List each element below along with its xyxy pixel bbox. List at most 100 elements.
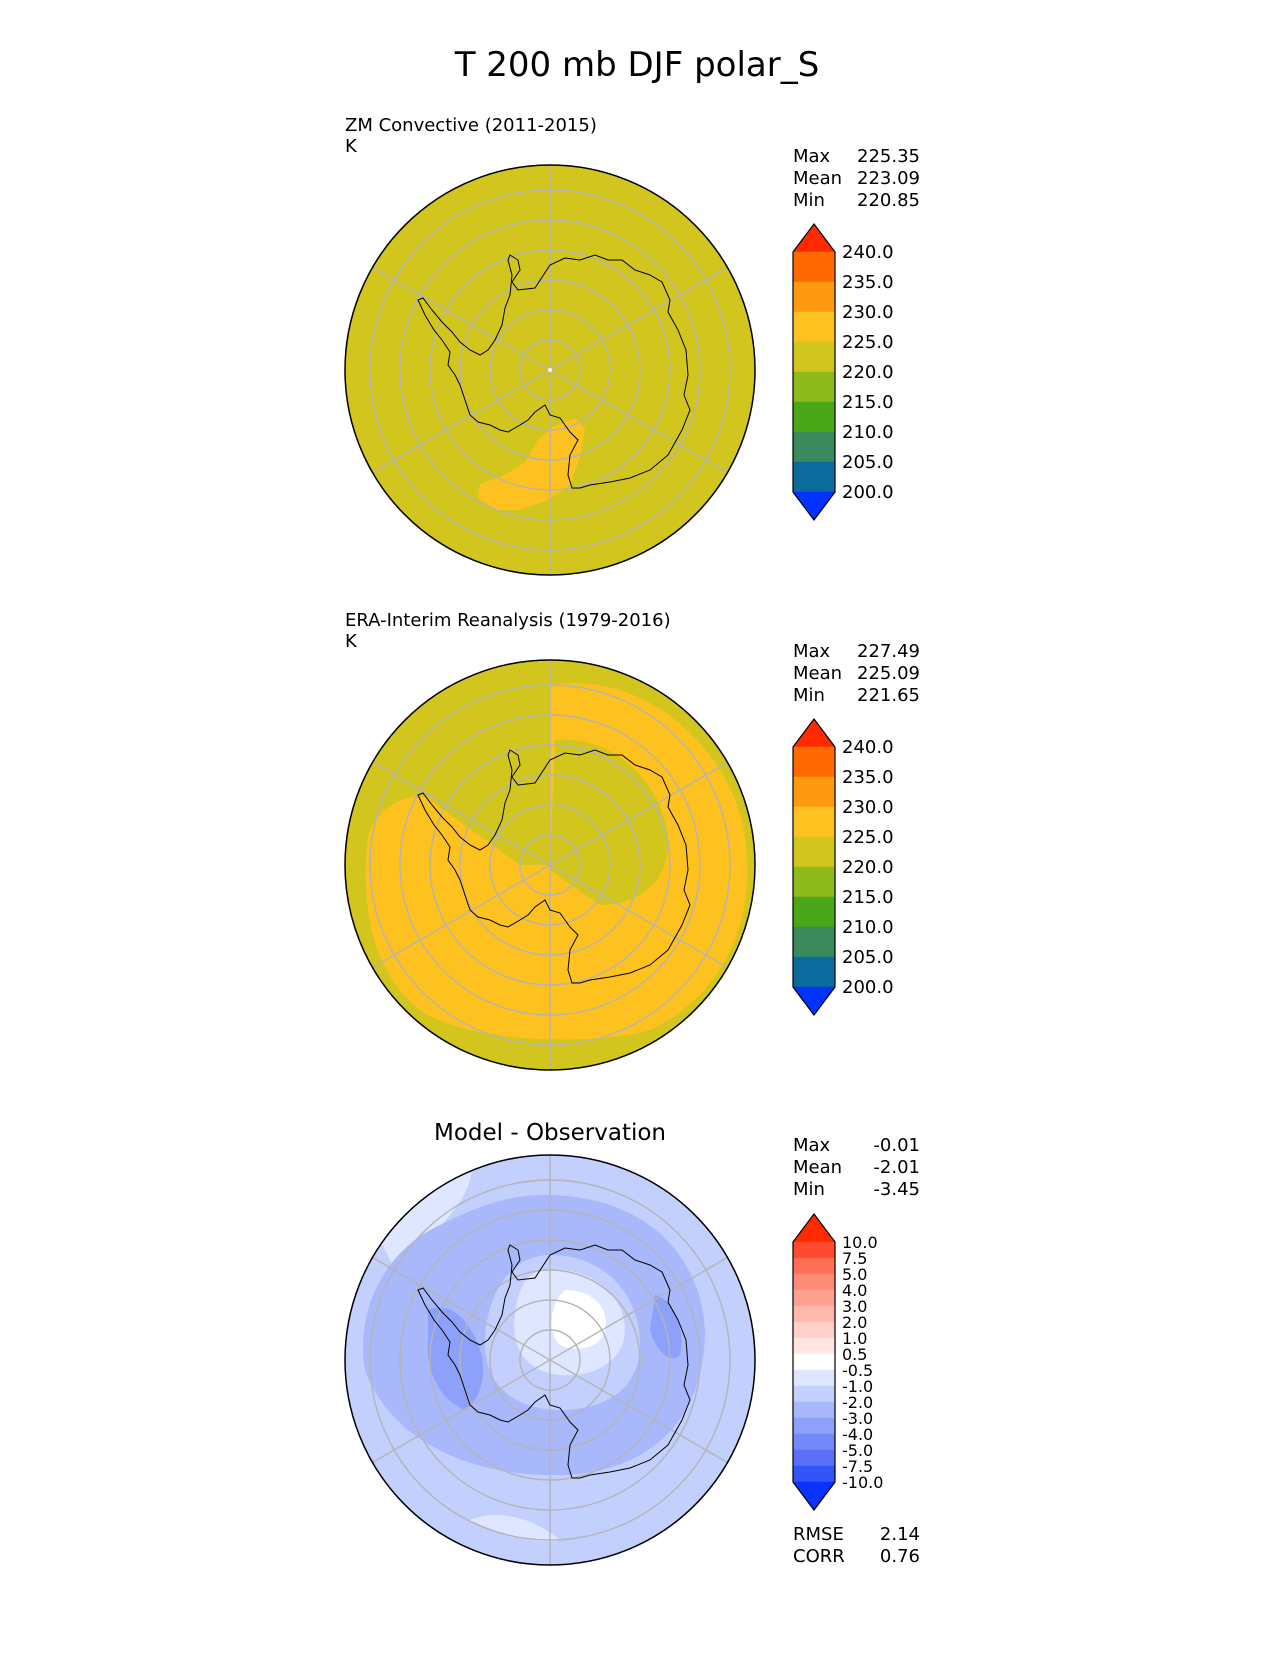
colorbar-tick-label: 225.0: [842, 332, 894, 353]
colorbar-tick-label: -7.5: [842, 1457, 873, 1476]
colorbar-segment: [792, 986, 836, 1016]
metrics-block: RMSE 2.14 CORR 0.76: [793, 1524, 920, 1567]
colorbar-segment: [792, 1213, 836, 1243]
stat-min-value: 221.65: [857, 685, 920, 706]
colorbar: 240.0 235.0 230.0 225.0 220.0 215.0 210.0 205.0…: [792, 718, 894, 1016]
colorbar-tick-label: 220.0: [842, 362, 894, 383]
colorbar-tick-label: 0.5: [842, 1345, 867, 1364]
metric-rmse-label: RMSE: [793, 1524, 844, 1545]
colorbar-tick-label: 205.0: [842, 452, 894, 473]
colorbar-segment: [792, 866, 836, 898]
field-region-warm: [478, 418, 585, 510]
colorbar-tick-label: 1.0: [842, 1329, 867, 1348]
stat-mean-value: -2.01: [873, 1157, 920, 1178]
polar-map: [344, 659, 756, 1071]
graticule: [369, 660, 731, 1070]
colorbar-tick-label: -4.0: [842, 1425, 873, 1444]
metric-corr-value: 0.76: [880, 1546, 920, 1567]
colorbar-segment: [792, 718, 836, 748]
colorbar-segment: [792, 491, 836, 521]
panel-units: K: [345, 136, 358, 157]
colorbar-tick-label: -1.0: [842, 1377, 873, 1396]
panel-model: ZM Convective (2011-2015) K Max 225.35 M…: [344, 115, 920, 576]
colorbar-segment: [792, 806, 836, 838]
metric-corr-label: CORR: [793, 1546, 845, 1567]
polar-map: [344, 164, 756, 576]
colorbar-tick-label: -0.5: [842, 1361, 873, 1380]
panel-title: ERA-Interim Reanalysis (1979-2016): [345, 610, 671, 631]
stat-mean-value: 225.09: [857, 663, 920, 684]
colorbar-outline: [792, 718, 836, 1016]
map-boundary: [344, 1154, 756, 1566]
stats-block: Max -0.01 Mean -2.01 Min -3.45: [793, 1135, 920, 1200]
colorbar-tick-label: 230.0: [842, 302, 894, 323]
colorbar-segment: [792, 371, 836, 403]
stat-mean-label: Mean: [793, 663, 842, 684]
colorbar-segment: [792, 1289, 836, 1307]
panel-title: ZM Convective (2011-2015): [345, 115, 597, 136]
colorbar-segment: [792, 1369, 836, 1387]
colorbar-tick-label: 10.0: [842, 1233, 878, 1252]
stat-max-label: Max: [793, 1135, 831, 1156]
colorbar-segment: [792, 1273, 836, 1291]
colorbar-tick-label: 220.0: [842, 857, 894, 878]
colorbar-tick-label: 210.0: [842, 422, 894, 443]
colorbar-tick-label: -2.0: [842, 1393, 873, 1412]
stat-mean-label: Mean: [793, 168, 842, 189]
stats-block: Max 225.35 Mean 223.09 Min 220.85: [793, 146, 920, 211]
colorbar-segment: [792, 251, 836, 283]
colorbar-segment: [792, 223, 836, 253]
colorbar-segment: [792, 1337, 836, 1355]
colorbar-tick-label: 230.0: [842, 797, 894, 818]
stat-max-label: Max: [793, 641, 831, 662]
metric-rmse-value: 2.14: [880, 1524, 920, 1545]
colorbar-segment: [792, 746, 836, 778]
panel-title: Model - Observation: [434, 1120, 666, 1146]
panel-difference: Model - Observation Max -0.01 Mean -2.01…: [344, 1120, 920, 1567]
colorbar-tick-label: 4.0: [842, 1281, 867, 1300]
colorbar-segment: [792, 926, 836, 958]
colorbar: 240.0 235.0 230.0 225.0 220.0 215.0 210.0 205.0…: [792, 223, 894, 521]
colorbar-segment: [792, 776, 836, 808]
colorbar-segment: [792, 1417, 836, 1435]
colorbar-tick-label: -3.0: [842, 1409, 873, 1428]
colorbar-tick-label: 215.0: [842, 887, 894, 908]
stat-max-value: 227.49: [857, 641, 920, 662]
colorbar-segment: [792, 311, 836, 343]
colorbar-segment: [792, 956, 836, 988]
stat-max-value: 225.35: [857, 146, 920, 167]
colorbar-segment: [792, 1401, 836, 1419]
stat-mean-value: 223.09: [857, 168, 920, 189]
colorbar-outline: [792, 223, 836, 521]
field-region-cold-w: [427, 1307, 484, 1410]
stats-block: Max 227.49 Mean 225.09 Min 221.65: [793, 641, 920, 706]
stat-max-label: Max: [793, 146, 831, 167]
figure-title: T 200 mb DJF polar_S: [454, 45, 820, 85]
map-boundary: [344, 164, 756, 576]
colorbar-tick-label: 235.0: [842, 767, 894, 788]
colorbar-segment: [792, 1257, 836, 1275]
colorbar-tick-label: 205.0: [842, 947, 894, 968]
panel-units: K: [345, 631, 358, 652]
colorbar-tick-label: 240.0: [842, 737, 894, 758]
colorbar-tick-label: -10.0: [842, 1473, 883, 1492]
field-region-pale-nw: [380, 1160, 472, 1270]
colorbar-segment: [792, 341, 836, 373]
colorbar-segment: [792, 1481, 836, 1511]
stat-min-label: Min: [793, 190, 825, 211]
colorbar-segment: [792, 281, 836, 313]
colorbar-segment: [792, 401, 836, 433]
stat-min-label: Min: [793, 1179, 825, 1200]
stat-min-value: 220.85: [857, 190, 920, 211]
colorbar: 10.07.55.04.03.02.01.00.5-0.5-1.0-2.0-3.…: [792, 1213, 883, 1511]
colorbar-segment: [792, 461, 836, 493]
colorbar-segment: [792, 431, 836, 463]
colorbar-segment: [792, 1321, 836, 1339]
colorbar-segment: [792, 1385, 836, 1403]
panel-observation: ERA-Interim Reanalysis (1979-2016) K Max…: [344, 610, 920, 1071]
field-region-warm-ring: [365, 682, 748, 1040]
colorbar-segment: [792, 1305, 836, 1323]
colorbar-segment: [792, 1433, 836, 1451]
colorbar-tick-label: 215.0: [842, 392, 894, 413]
